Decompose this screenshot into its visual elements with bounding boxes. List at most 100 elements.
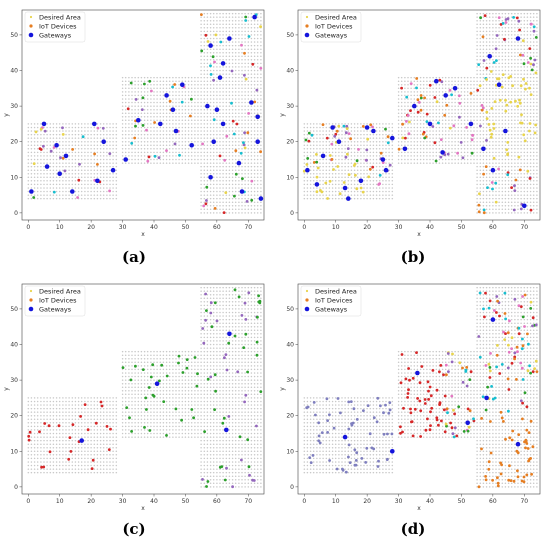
desired-area-point [209, 80, 212, 82]
desired-area-point [162, 91, 165, 93]
desired-area-point [526, 123, 529, 125]
desired-area-point [203, 12, 206, 15]
desired-area-point [200, 112, 202, 114]
desired-area-point [49, 137, 52, 139]
desired-area-point [485, 101, 488, 104]
desired-area-point [378, 165, 381, 168]
desired-area-point [253, 201, 256, 203]
desired-area-point [448, 101, 450, 104]
desired-area-point [238, 155, 240, 157]
desired-area-point [87, 194, 89, 196]
desired-area-point [495, 162, 497, 164]
desired-area-point [68, 183, 70, 186]
desired-area-point [517, 80, 519, 82]
desired-area-point [172, 155, 174, 157]
desired-area-point [206, 91, 209, 93]
desired-area-point [504, 205, 507, 207]
desired-area-point [441, 76, 444, 79]
desired-area-point [137, 116, 140, 118]
desired-area-point [520, 80, 522, 82]
desired-area-point [187, 101, 190, 104]
desired-area-point [225, 44, 228, 47]
desired-area-point [501, 151, 504, 154]
desired-area-point [523, 116, 526, 118]
desired-area-point [102, 130, 105, 132]
desired-area-point [504, 190, 507, 193]
desired-area-point [488, 94, 491, 97]
desired-area-point [84, 180, 86, 182]
desired-area-point [203, 16, 206, 18]
desired-area-point [366, 194, 368, 196]
desired-area-point [353, 137, 356, 139]
desired-area-point [523, 108, 526, 111]
desired-area-point [334, 151, 337, 154]
desired-area-point [165, 144, 168, 147]
desired-area-point [328, 165, 331, 168]
desired-area-point [96, 165, 99, 168]
desired-area-point [413, 158, 416, 161]
desired-area-point [225, 130, 228, 132]
desired-area-point [256, 27, 259, 29]
desired-area-point [143, 91, 146, 93]
desired-area-point [482, 180, 485, 182]
desired-area-point [109, 130, 111, 132]
desired-area-point [49, 130, 52, 132]
desired-area-point [479, 162, 482, 164]
desired-area-point [507, 126, 510, 129]
desired-area-point [378, 180, 381, 182]
desired-area-point [247, 23, 250, 25]
desired-area-point [238, 187, 240, 189]
desired-area-point [225, 112, 228, 114]
desired-area-point [510, 130, 513, 132]
desired-area-point [212, 172, 215, 175]
desired-area-point [369, 162, 372, 164]
desired-area-point [536, 169, 538, 171]
desired-area-point [178, 119, 180, 122]
desired-area-point [514, 112, 516, 114]
desired-area-point [488, 180, 491, 182]
desired-area-point [369, 151, 372, 154]
desired-area-point [360, 169, 362, 171]
desired-area-point [241, 183, 243, 186]
desired-area-point [260, 69, 262, 72]
desired-area-point [153, 119, 155, 122]
desired-area-point [400, 130, 403, 132]
desired-area-point [426, 83, 428, 86]
desired-area-point [366, 165, 368, 168]
desired-area-point [504, 212, 507, 214]
desired-area-point [517, 116, 519, 118]
desired-area-point [334, 180, 337, 182]
desired-area-point [65, 126, 67, 129]
desired-area-point [30, 197, 33, 200]
desired-area-point [444, 98, 447, 100]
desired-area-point [225, 62, 228, 65]
desired-area-point [200, 62, 202, 65]
desired-area-point [194, 123, 196, 125]
desired-area-point [231, 201, 234, 203]
desired-area-point [473, 158, 475, 161]
desired-area-point [241, 69, 243, 72]
desired-area-point [438, 162, 441, 164]
desired-area-point [510, 27, 513, 29]
desired-area-point [260, 162, 262, 164]
desired-area-point [156, 116, 158, 118]
desired-area-point [353, 144, 356, 147]
desired-area-point [473, 101, 475, 104]
desired-area-point [448, 105, 450, 107]
iot-device-point [251, 62, 255, 66]
desired-area-point [407, 155, 409, 157]
desired-area-point [526, 108, 529, 111]
desired-area-point [510, 16, 513, 18]
desired-area-point [260, 165, 262, 168]
gateway-point [227, 36, 232, 41]
desired-area-point [121, 94, 124, 97]
desired-area-point [476, 16, 478, 18]
desired-area-point [495, 44, 497, 47]
desired-area-point [536, 190, 538, 193]
iot-device-point [224, 191, 228, 195]
desired-area-point [532, 183, 535, 186]
desired-area-point [99, 172, 102, 175]
desired-area-point [476, 126, 478, 129]
desired-area-point [438, 158, 441, 161]
desired-area-point [241, 205, 243, 207]
